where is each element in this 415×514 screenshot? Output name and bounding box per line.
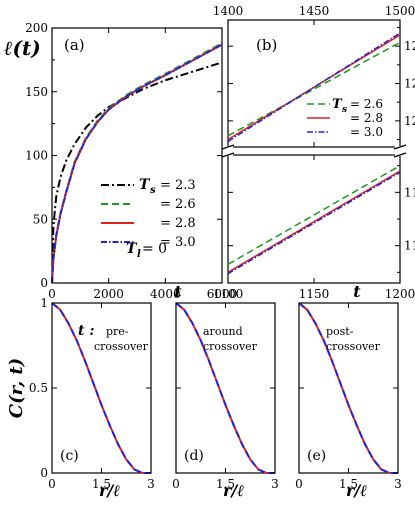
x-tick-label-b-top-1: 1450 <box>299 4 330 18</box>
series-line-a-2 <box>51 43 223 284</box>
annotation-symbol-a: T <box>126 241 138 257</box>
axis-break-mark-1-b <box>393 152 407 158</box>
series-line-b-top-1 <box>227 34 401 141</box>
legend-label-b-2: = 3.0 <box>350 125 383 139</box>
axis-break-mark-0-a <box>221 144 235 150</box>
x-tick-label-b-top-0: 1400 <box>213 4 244 18</box>
series-line-a-3 <box>51 43 223 284</box>
x-tick-label-c-2: 3 <box>147 477 155 491</box>
legend-label-b-1: = 2.8 <box>350 111 383 125</box>
legend-label-a-2: = 2.8 <box>160 216 196 231</box>
x-tick-label-d-1: 1.5 <box>216 477 235 491</box>
y-tick-label-b-bottom-0: 116 <box>404 239 415 253</box>
panel-c: 0 1.5 3 0 0.5 1 C(r, t) (c) r/ℓ t : pre-crossover <box>6 296 155 500</box>
panel-label-c: (c) <box>60 448 79 464</box>
x-axis-label-d: r/ℓ <box>223 481 244 500</box>
x-axis-label-b: t <box>353 282 361 301</box>
annotation-subscript-a: l <box>137 249 141 260</box>
x-tick-label-b-bottom-2: 1200 <box>385 287 415 301</box>
panel-d: 0 1.5 3 (d) r/ℓ around crossover <box>172 302 279 500</box>
legend-label-b-0: = 2.6 <box>350 97 383 111</box>
axis-break-gap-1 <box>395 146 405 156</box>
x-tick-label-a-2: 4000 <box>150 287 181 301</box>
x-tick-label-c-0: 0 <box>48 477 56 491</box>
note-line1-d: around <box>203 325 243 338</box>
series-line-c-1 <box>51 302 151 474</box>
panel-b: 1400 1450 1500 1100 1150 1200 126 127 128 116 118 (… <box>213 4 415 301</box>
x-axis-label-e: r/ℓ <box>346 481 367 500</box>
y-tick-label-b-bottom-1: 118 <box>404 185 415 199</box>
x-tick-label-d-0: 0 <box>172 477 180 491</box>
note-prefix-c: t : <box>78 323 95 339</box>
axes-frame-b-bottom <box>227 154 401 284</box>
y-axis-label-a: ℓ(t) <box>4 36 41 60</box>
y-tick-label-a-3: 150 <box>25 85 48 99</box>
axis-break-mark-0-b <box>221 152 235 158</box>
x-tick-label-e-1: 1.5 <box>339 477 358 491</box>
series-line-d-1 <box>175 302 275 474</box>
y-tick-label-a-1: 50 <box>33 212 48 226</box>
y-tick-label-a-4: 200 <box>25 21 48 35</box>
legend-symbol-b: T <box>332 97 343 112</box>
y-tick-label-a-2: 100 <box>25 149 48 163</box>
note-line2-c: crossover <box>94 340 149 353</box>
x-tick-label-d-2: 3 <box>271 477 279 491</box>
y-axis-label-c: C(r, t) <box>6 358 27 418</box>
panel-a: 0 2000 4000 6000 0 50 100 150 200 (a) ℓ(t) t T s = 2.3… <box>4 21 237 301</box>
x-axis-label-a: t <box>174 282 182 301</box>
series-line-e-1 <box>298 302 398 474</box>
x-tick-label-c-1: 1.5 <box>92 477 111 491</box>
series-line-b-bottom-2 <box>227 171 401 275</box>
series-line-b-bottom-0 <box>227 165 401 265</box>
series-line-a-1 <box>51 42 223 284</box>
series-line-b-bottom-1 <box>227 170 401 273</box>
x-tick-label-e-2: 3 <box>394 477 402 491</box>
panel-label-b: (b) <box>256 36 277 54</box>
panel-label-a: (a) <box>64 36 85 54</box>
legend-subscript-b: s <box>342 105 347 115</box>
legend-label-a-0: = 2.3 <box>160 178 196 193</box>
annotation-text-a: = 0 <box>142 241 167 257</box>
note-line2-e: crossover <box>326 340 381 353</box>
y-tick-label-a-0: 0 <box>40 276 48 290</box>
y-tick-label-c-2: 1 <box>40 296 48 310</box>
x-tick-label-a-3: 6000 <box>207 287 238 301</box>
y-tick-label-c-0: 0 <box>40 466 48 480</box>
legend-symbol-a: T <box>139 177 151 193</box>
x-tick-label-a-1: 2000 <box>93 287 124 301</box>
series-line-a-0 <box>51 61 223 284</box>
panel-label-e: (e) <box>307 448 326 464</box>
axis-break-mark-1-a <box>393 144 407 150</box>
x-tick-label-b-bottom-1: 1150 <box>299 287 330 301</box>
x-tick-label-e-0: 0 <box>295 477 303 491</box>
legend-subscript-a: s <box>150 185 156 196</box>
legend-label-a-3: = 3.0 <box>160 235 196 250</box>
note-line2-d: crossover <box>203 340 258 353</box>
series-line-b-top-2 <box>227 32 401 143</box>
note-line1-e: post- <box>326 325 354 338</box>
panel-e: 0 1.5 3 (e) r/ℓ post-crossover <box>295 302 402 500</box>
x-tick-label-a-0: 0 <box>48 287 56 301</box>
y-tick-label-c-1: 0.5 <box>29 381 48 395</box>
legend-label-a-1: = 2.6 <box>160 197 196 212</box>
x-tick-label-b-top-2: 1500 <box>385 4 415 18</box>
y-tick-label-b-top-2: 128 <box>404 39 415 53</box>
panel-label-d: (d) <box>184 448 204 464</box>
x-tick-label-b-bottom-0: 1100 <box>213 287 244 301</box>
x-axis-label-c: r/ℓ <box>99 481 120 500</box>
y-tick-label-b-top-1: 127 <box>404 77 415 91</box>
note-line1-c: pre- <box>106 325 129 338</box>
axis-break-gap-0 <box>223 146 233 156</box>
y-tick-label-b-top-0: 126 <box>404 114 415 128</box>
